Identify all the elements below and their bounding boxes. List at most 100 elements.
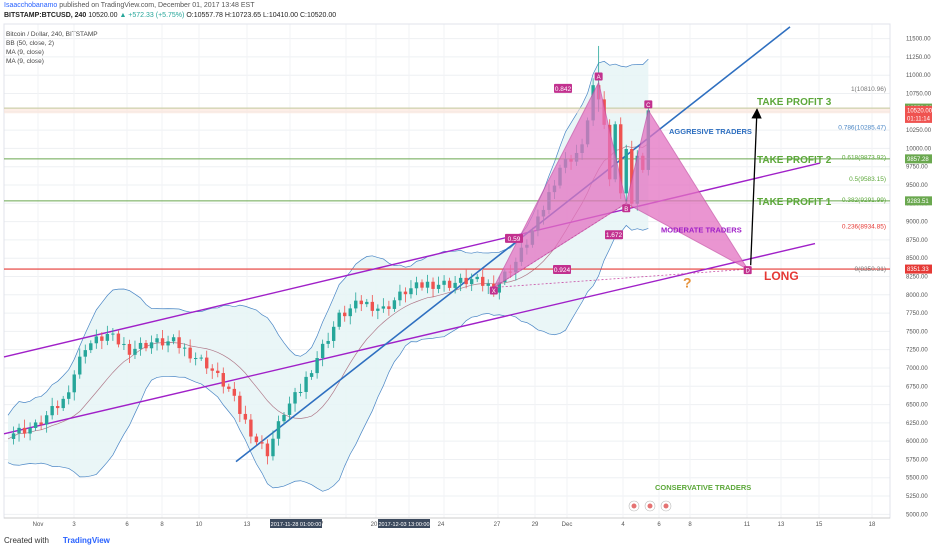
fib-level-label: 0.5(9583.15)	[849, 176, 886, 183]
candle-body	[227, 386, 231, 389]
candle-body	[210, 368, 214, 371]
moderate-traders-label: MODERATE TRADERS	[661, 226, 742, 235]
point-d-label-bg	[743, 266, 752, 275]
price-tag: 9283.51	[907, 199, 929, 205]
candle-body	[155, 338, 159, 343]
candle-body	[44, 415, 49, 425]
candle-body	[171, 337, 176, 342]
point-c-label-bg	[644, 100, 653, 109]
price-tag-bg	[905, 154, 932, 164]
candle-body	[78, 356, 82, 375]
candle-body	[193, 358, 198, 360]
candle-body	[39, 422, 43, 425]
ratio-xd: 0.924	[554, 267, 571, 274]
harmonic-pattern: X A B C D 0.59 0.842 1.672 0.924	[489, 72, 752, 295]
candle-body	[216, 370, 220, 374]
candle-body	[116, 333, 121, 345]
candle-body	[22, 427, 27, 434]
xab-triangle	[492, 81, 627, 289]
candle-body	[182, 347, 187, 349]
candle-body	[475, 276, 479, 280]
candle-body	[33, 422, 38, 428]
indicator-0[interactable]: Bitcoin / Dollar, 240, BITSTAMP	[6, 31, 98, 38]
y-tick-label: 10250.00	[906, 128, 932, 134]
fib-level-label: 0(8350.31)	[855, 266, 886, 273]
candle-body	[111, 333, 115, 335]
indicator-2[interactable]: MA (9, close)	[6, 49, 44, 56]
y-tick-label: 7250.00	[906, 348, 928, 354]
point-x-label-bg	[489, 286, 498, 295]
time-axis[interactable]: Nov36810131720242729Dec468111315182017-1…	[4, 517, 890, 528]
xd-ratio-line	[493, 268, 748, 288]
candle-body	[105, 334, 110, 341]
chart-header: Isaacchobanamo published on TradingView.…	[0, 0, 932, 22]
candle-body	[309, 373, 314, 377]
author-link[interactable]: Isaacchobanamo	[4, 2, 58, 9]
indicator-3[interactable]: MA (9, close)	[6, 58, 44, 65]
x-highlight-bg	[378, 519, 430, 528]
candle-body	[11, 433, 16, 439]
candle-body	[160, 338, 165, 346]
candle-body	[271, 438, 275, 457]
y-tick-label: 6250.00	[906, 421, 928, 427]
candle-body	[133, 348, 137, 355]
point-b-label: B	[624, 207, 628, 213]
price-tag-bg	[905, 196, 932, 206]
price-change: ▲ +572.33 (+5.75%)	[119, 12, 185, 19]
candle-body	[613, 124, 617, 180]
y-tick-label: 9500.00	[906, 183, 928, 189]
candle-body	[359, 300, 363, 305]
y-tick-label: 7750.00	[906, 311, 928, 317]
x-tick-label: 15	[816, 522, 823, 528]
ratio-bd: 1.672	[606, 232, 623, 239]
x-tick-label: 4	[621, 522, 625, 528]
y-tick-label: 9750.00	[906, 165, 928, 171]
publish-line: Isaacchobanamo published on TradingView.…	[4, 1, 255, 11]
candle-body	[619, 124, 623, 194]
indicator-legend: Bitcoin / Dollar, 240, BITSTAMP BB (50, …	[6, 30, 98, 66]
tradingview-logo[interactable]: TradingView	[62, 536, 110, 545]
y-tick-label: 6750.00	[906, 384, 928, 390]
event-flag-dot	[663, 503, 669, 509]
x-highlight-label: 2017-12-03 13:00:00	[378, 522, 429, 528]
candle-body	[398, 291, 402, 301]
candle-body	[348, 308, 352, 317]
candle-body	[486, 283, 490, 286]
price-axis[interactable]: 5000.00 5250.00 5500.00 5750.00 6000.00 6250.…	[838, 37, 932, 519]
x-tick-label: 8	[688, 522, 692, 528]
x-tick-label: Dec	[562, 522, 573, 528]
y-tick-label: 10000.00	[906, 146, 932, 152]
candle-body	[425, 281, 430, 288]
x-tick-label: 24	[438, 522, 445, 528]
y-tick-label: 9000.00	[906, 220, 928, 226]
x-tick-label: 13	[244, 522, 251, 528]
take-profit-3-label: TAKE PROFIT 3	[757, 97, 832, 108]
candle-body	[205, 357, 209, 369]
point-c-label: C	[646, 103, 651, 109]
y-tick-label: 8500.00	[906, 256, 928, 262]
fib-level-label: 0.618(9873.92)	[842, 155, 886, 162]
x-tick-label: 10	[196, 522, 203, 528]
candle-body	[17, 427, 21, 434]
candle-body	[414, 282, 419, 289]
candle-body	[331, 326, 336, 341]
y-tick-label: 8000.00	[906, 293, 928, 299]
indicator-1[interactable]: BB (50, close, 2)	[6, 40, 55, 47]
blue-trendline	[235, 26, 791, 463]
y-tick-label: 11250.00	[906, 55, 931, 61]
x-highlight-label: 2017-11-28 01:00:00	[271, 522, 322, 528]
y-tick-label: 8750.00	[906, 238, 928, 244]
candle-body	[89, 343, 93, 351]
candle-body	[144, 342, 148, 349]
candle-body	[276, 421, 281, 439]
channel-lower	[3, 242, 816, 435]
x-tick-label: 3	[72, 522, 76, 528]
y-tick-label: 8250.00	[906, 274, 928, 280]
candle-body	[282, 414, 286, 422]
candle-body	[50, 406, 54, 416]
candle-body	[376, 308, 380, 311]
x-tick-label: Nov	[33, 522, 44, 528]
horizontal-levels	[4, 107, 890, 270]
candle-body	[232, 388, 237, 396]
